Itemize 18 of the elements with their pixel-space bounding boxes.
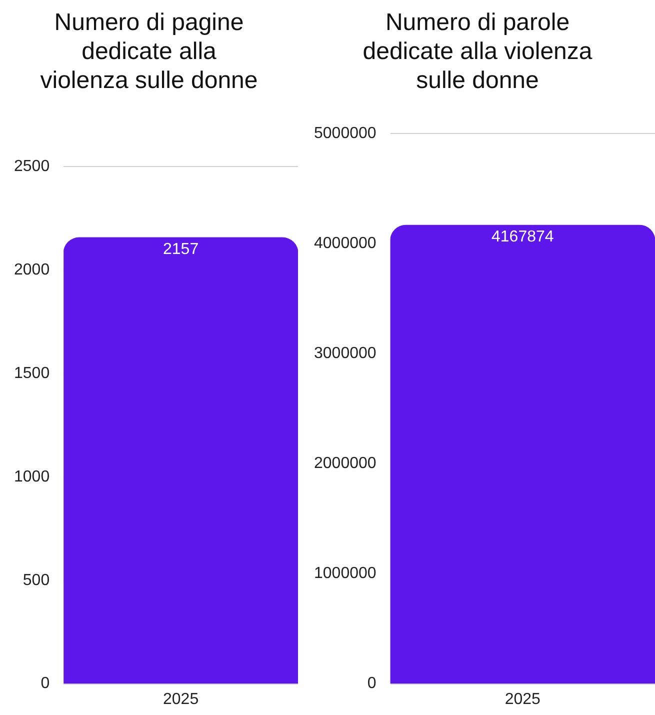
y-tick-label: 2500 <box>14 158 50 176</box>
x-tick-label: 2025 <box>163 690 199 708</box>
data-label: 2157 <box>163 240 199 258</box>
y-tick-label: 4000000 <box>314 235 376 252</box>
y-tick-label: 1000000 <box>314 565 376 582</box>
chart-title: Numero di pagine dedicate alla violenza sulle donne <box>39 8 259 95</box>
y-tick-label: 1000 <box>14 468 50 486</box>
y-tick-label: 0 <box>40 675 50 692</box>
y-tick-label: 2000 <box>14 261 50 278</box>
y-tick-label: 3000000 <box>314 345 376 362</box>
chart-title: Numero di parole dedicate alla violenza sulle donne <box>362 8 594 95</box>
y-tick-label: 500 <box>22 572 50 589</box>
y-tick-label: 1500 <box>14 364 50 382</box>
data-label: 4167874 <box>491 228 554 246</box>
x-tick-label: 2025 <box>504 690 541 708</box>
y-tick-label: 0 <box>367 675 376 692</box>
y-tick-label: 2000000 <box>314 455 376 472</box>
y-tick-label: 5000000 <box>314 125 376 142</box>
